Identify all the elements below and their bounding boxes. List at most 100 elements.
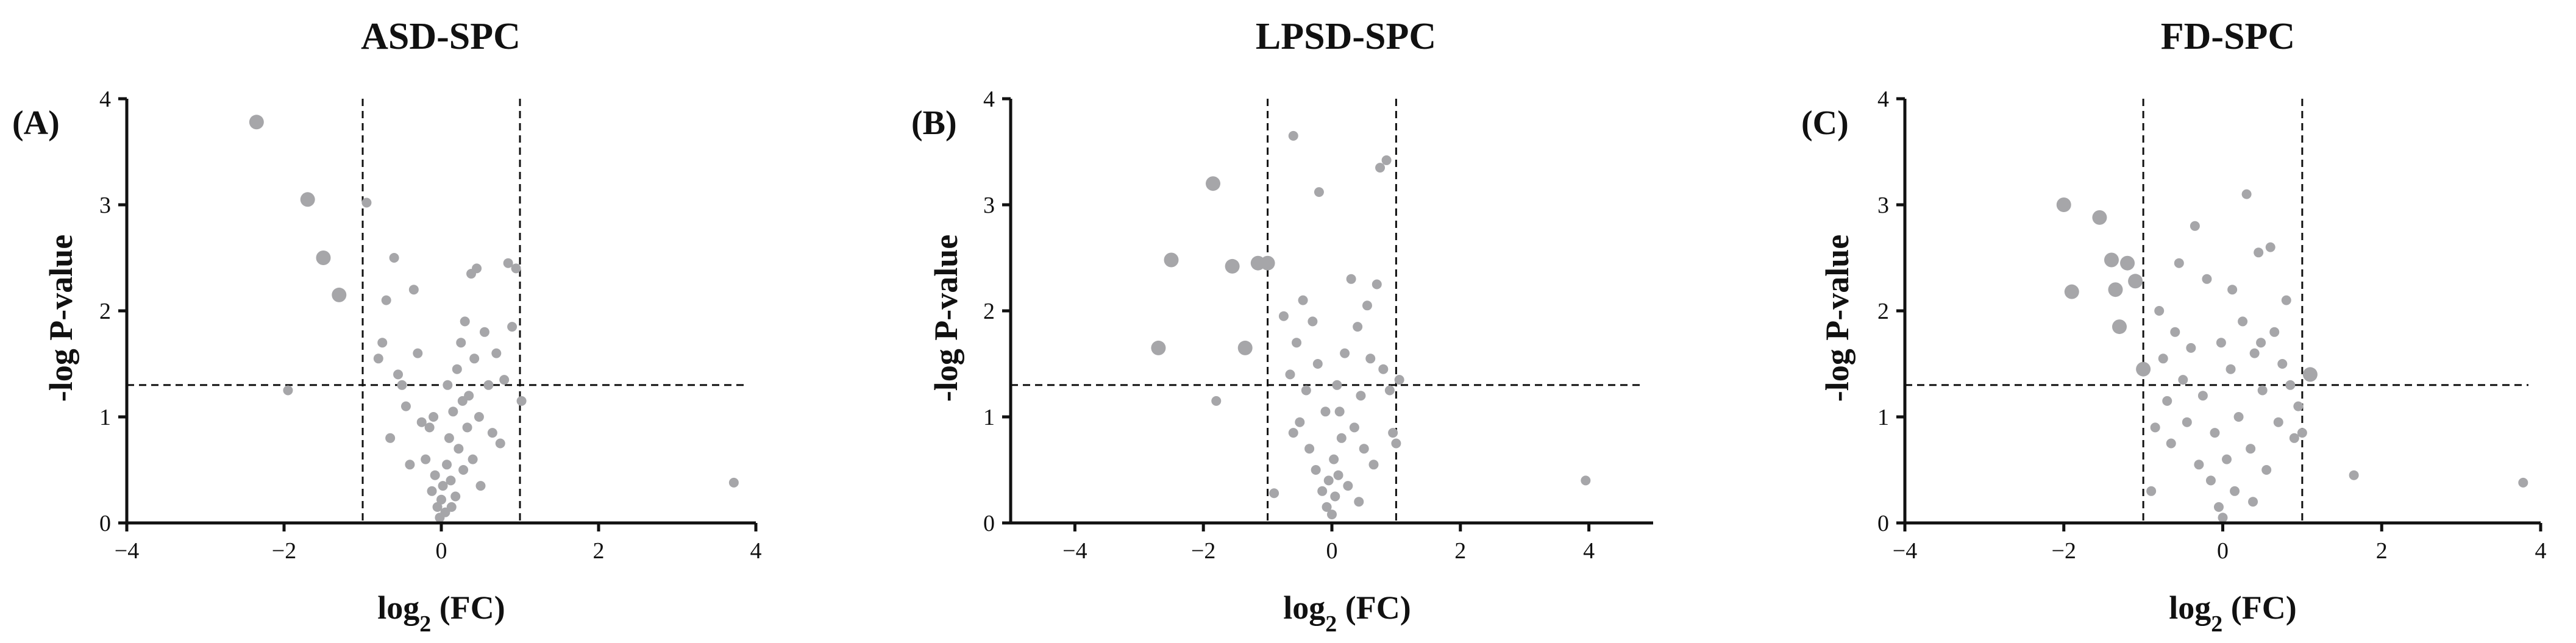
- panel-b-data-point: [1329, 454, 1339, 464]
- panel-a-y-tick-label: 0: [99, 511, 111, 536]
- panel-c-data-point: [2273, 417, 2283, 427]
- panel-a-data-point: [469, 353, 480, 364]
- panel-c-data-point: [2178, 375, 2188, 385]
- panel-b-data-point: [1292, 338, 1302, 348]
- panel-c-x-tick-label: 2: [2376, 538, 2388, 564]
- panel-a-label: (A): [12, 104, 60, 142]
- panel-a-data-point-large: [332, 287, 347, 302]
- panel-c-data-point: [2285, 380, 2296, 390]
- panel-b-data-point: [1323, 475, 1334, 486]
- panel-c-data-point: [2297, 428, 2307, 438]
- panel-c-data-point: [2150, 422, 2160, 433]
- panel-a-x-axis-title-log: log: [377, 589, 419, 626]
- panel-c-data-point: [2233, 412, 2244, 422]
- panel-b-data-point: [1359, 444, 1369, 454]
- panel-c-data-point: [2256, 338, 2266, 348]
- panel-b-data-point: [1312, 359, 1323, 369]
- panel-c-y-tick-label: 0: [1877, 511, 1889, 536]
- panel-c-data-point: [2349, 470, 2359, 480]
- panel-c-data-point: [2246, 444, 2256, 454]
- panel-c-data-point: [2257, 385, 2268, 396]
- panel-c-data-point-large: [2104, 252, 2119, 268]
- panel-a-data-point: [438, 481, 448, 491]
- panel-b-data-point: [1340, 348, 1350, 358]
- panel-c-label: (C): [1801, 104, 1849, 142]
- panel-a-x-tick-label: 2: [593, 538, 605, 564]
- panel-a-data-point: [444, 433, 454, 443]
- panel-b-data-point: [1295, 417, 1305, 427]
- panel-c-data-point: [2281, 295, 2291, 305]
- panel-b-data-point: [1311, 465, 1321, 475]
- panel-a-x-tick-label: 0: [436, 538, 447, 564]
- panel-c-y-tick-label: 4: [1877, 87, 1889, 112]
- panel-b-data-point: [1288, 428, 1298, 438]
- panel-c-data-point-large: [2092, 210, 2107, 225]
- panel-c-data-point-large: [2064, 284, 2079, 299]
- panel-a-y-tick-label: 2: [99, 299, 111, 324]
- panel-c-data-point: [2170, 327, 2180, 337]
- panel-a-data-point: [479, 327, 489, 337]
- panel-a-data-point: [385, 433, 396, 443]
- panel-c-data-point: [2518, 477, 2528, 488]
- panel-b-x-axis-title-log: log: [1283, 589, 1325, 626]
- panel-a-data-point: [483, 380, 494, 390]
- panel-b-y-tick-label: 0: [983, 511, 995, 536]
- panel-c-y-tick-label: 2: [1877, 299, 1889, 324]
- panel-a-data-point: [361, 197, 372, 208]
- panel-a-data-point-large: [249, 115, 264, 130]
- panel-a-data-point: [442, 460, 452, 470]
- panel-b-y-axis-title: -log P-value: [928, 235, 964, 402]
- panel-c-x-tick-label: 0: [2217, 538, 2229, 564]
- panel-a-data-point: [503, 258, 513, 268]
- panel-c-data-point: [2226, 364, 2236, 374]
- panel-b-data-point: [1304, 444, 1315, 454]
- panel-c-data-point: [2230, 486, 2240, 496]
- panel-a-data-point: [499, 375, 510, 385]
- panel-b-y-tick-label: 2: [983, 299, 995, 324]
- panel-b-data-point: [1327, 510, 1337, 520]
- panel-c-data-point-large: [2136, 361, 2151, 377]
- panel-b-data-point: [1334, 407, 1345, 417]
- panel-a-data-point: [516, 396, 527, 406]
- panel-b-data-point: [1354, 497, 1364, 507]
- panel-b-x-tick-label: −2: [1191, 538, 1215, 564]
- panel-a-data-point-large: [300, 192, 315, 207]
- panel-b-data-point: [1372, 279, 1382, 290]
- panel-c-data-point: [2174, 258, 2184, 268]
- panel-a-data-point: [448, 407, 458, 417]
- panel-b-data-point: [1285, 369, 1295, 380]
- panel-c-x-tick-label: 4: [2535, 538, 2547, 564]
- panel-a-y-tick-label: 1: [99, 405, 111, 430]
- panel-b-y-tick-label: 3: [983, 193, 995, 218]
- panel-a-data-point: [454, 444, 464, 454]
- panel-a-data-point: [511, 263, 521, 274]
- panel-c-data-point: [2238, 316, 2248, 327]
- panel-a-x-axis-title-suffix: (FC): [431, 589, 505, 626]
- panel-a-data-point: [475, 481, 486, 491]
- panel-a-data-point: [424, 422, 435, 433]
- panel-b-data-point: [1394, 375, 1404, 385]
- panel-a-x-tick-label: 4: [750, 538, 762, 564]
- panel-b-data-point: [1269, 488, 1279, 499]
- panel-c-y-tick-label: 3: [1877, 193, 1889, 218]
- panel-c-x-axis-title: log2 (FC): [2169, 589, 2296, 637]
- panel-c-data-point-large: [2112, 319, 2127, 335]
- panel-a-data-point: [457, 396, 468, 406]
- panel-a-data-point: [427, 486, 437, 496]
- panel-b-data-point: [1388, 428, 1398, 438]
- panel-c-y-axis-title: -log P-value: [1819, 235, 1856, 402]
- panel-a-x-axis-title-sub: 2: [419, 611, 431, 637]
- panel-a-data-point: [397, 380, 407, 390]
- panel-c-data-point: [2162, 396, 2172, 406]
- panel-a-data-point: [430, 470, 440, 480]
- panel-a-data-point: [283, 385, 293, 396]
- panel-b-data-point: [1365, 353, 1376, 364]
- panel-b-data-point: [1343, 481, 1353, 491]
- panel-a-data-point: [452, 364, 462, 374]
- panel-a-data-point: [495, 438, 505, 449]
- panel-c-data-point-large: [2128, 274, 2143, 289]
- panel-a-data-point: [468, 454, 478, 464]
- panel-b-data-point: [1378, 364, 1389, 374]
- panel-a-data-point: [416, 417, 427, 427]
- panel-c-data-point: [2202, 274, 2212, 284]
